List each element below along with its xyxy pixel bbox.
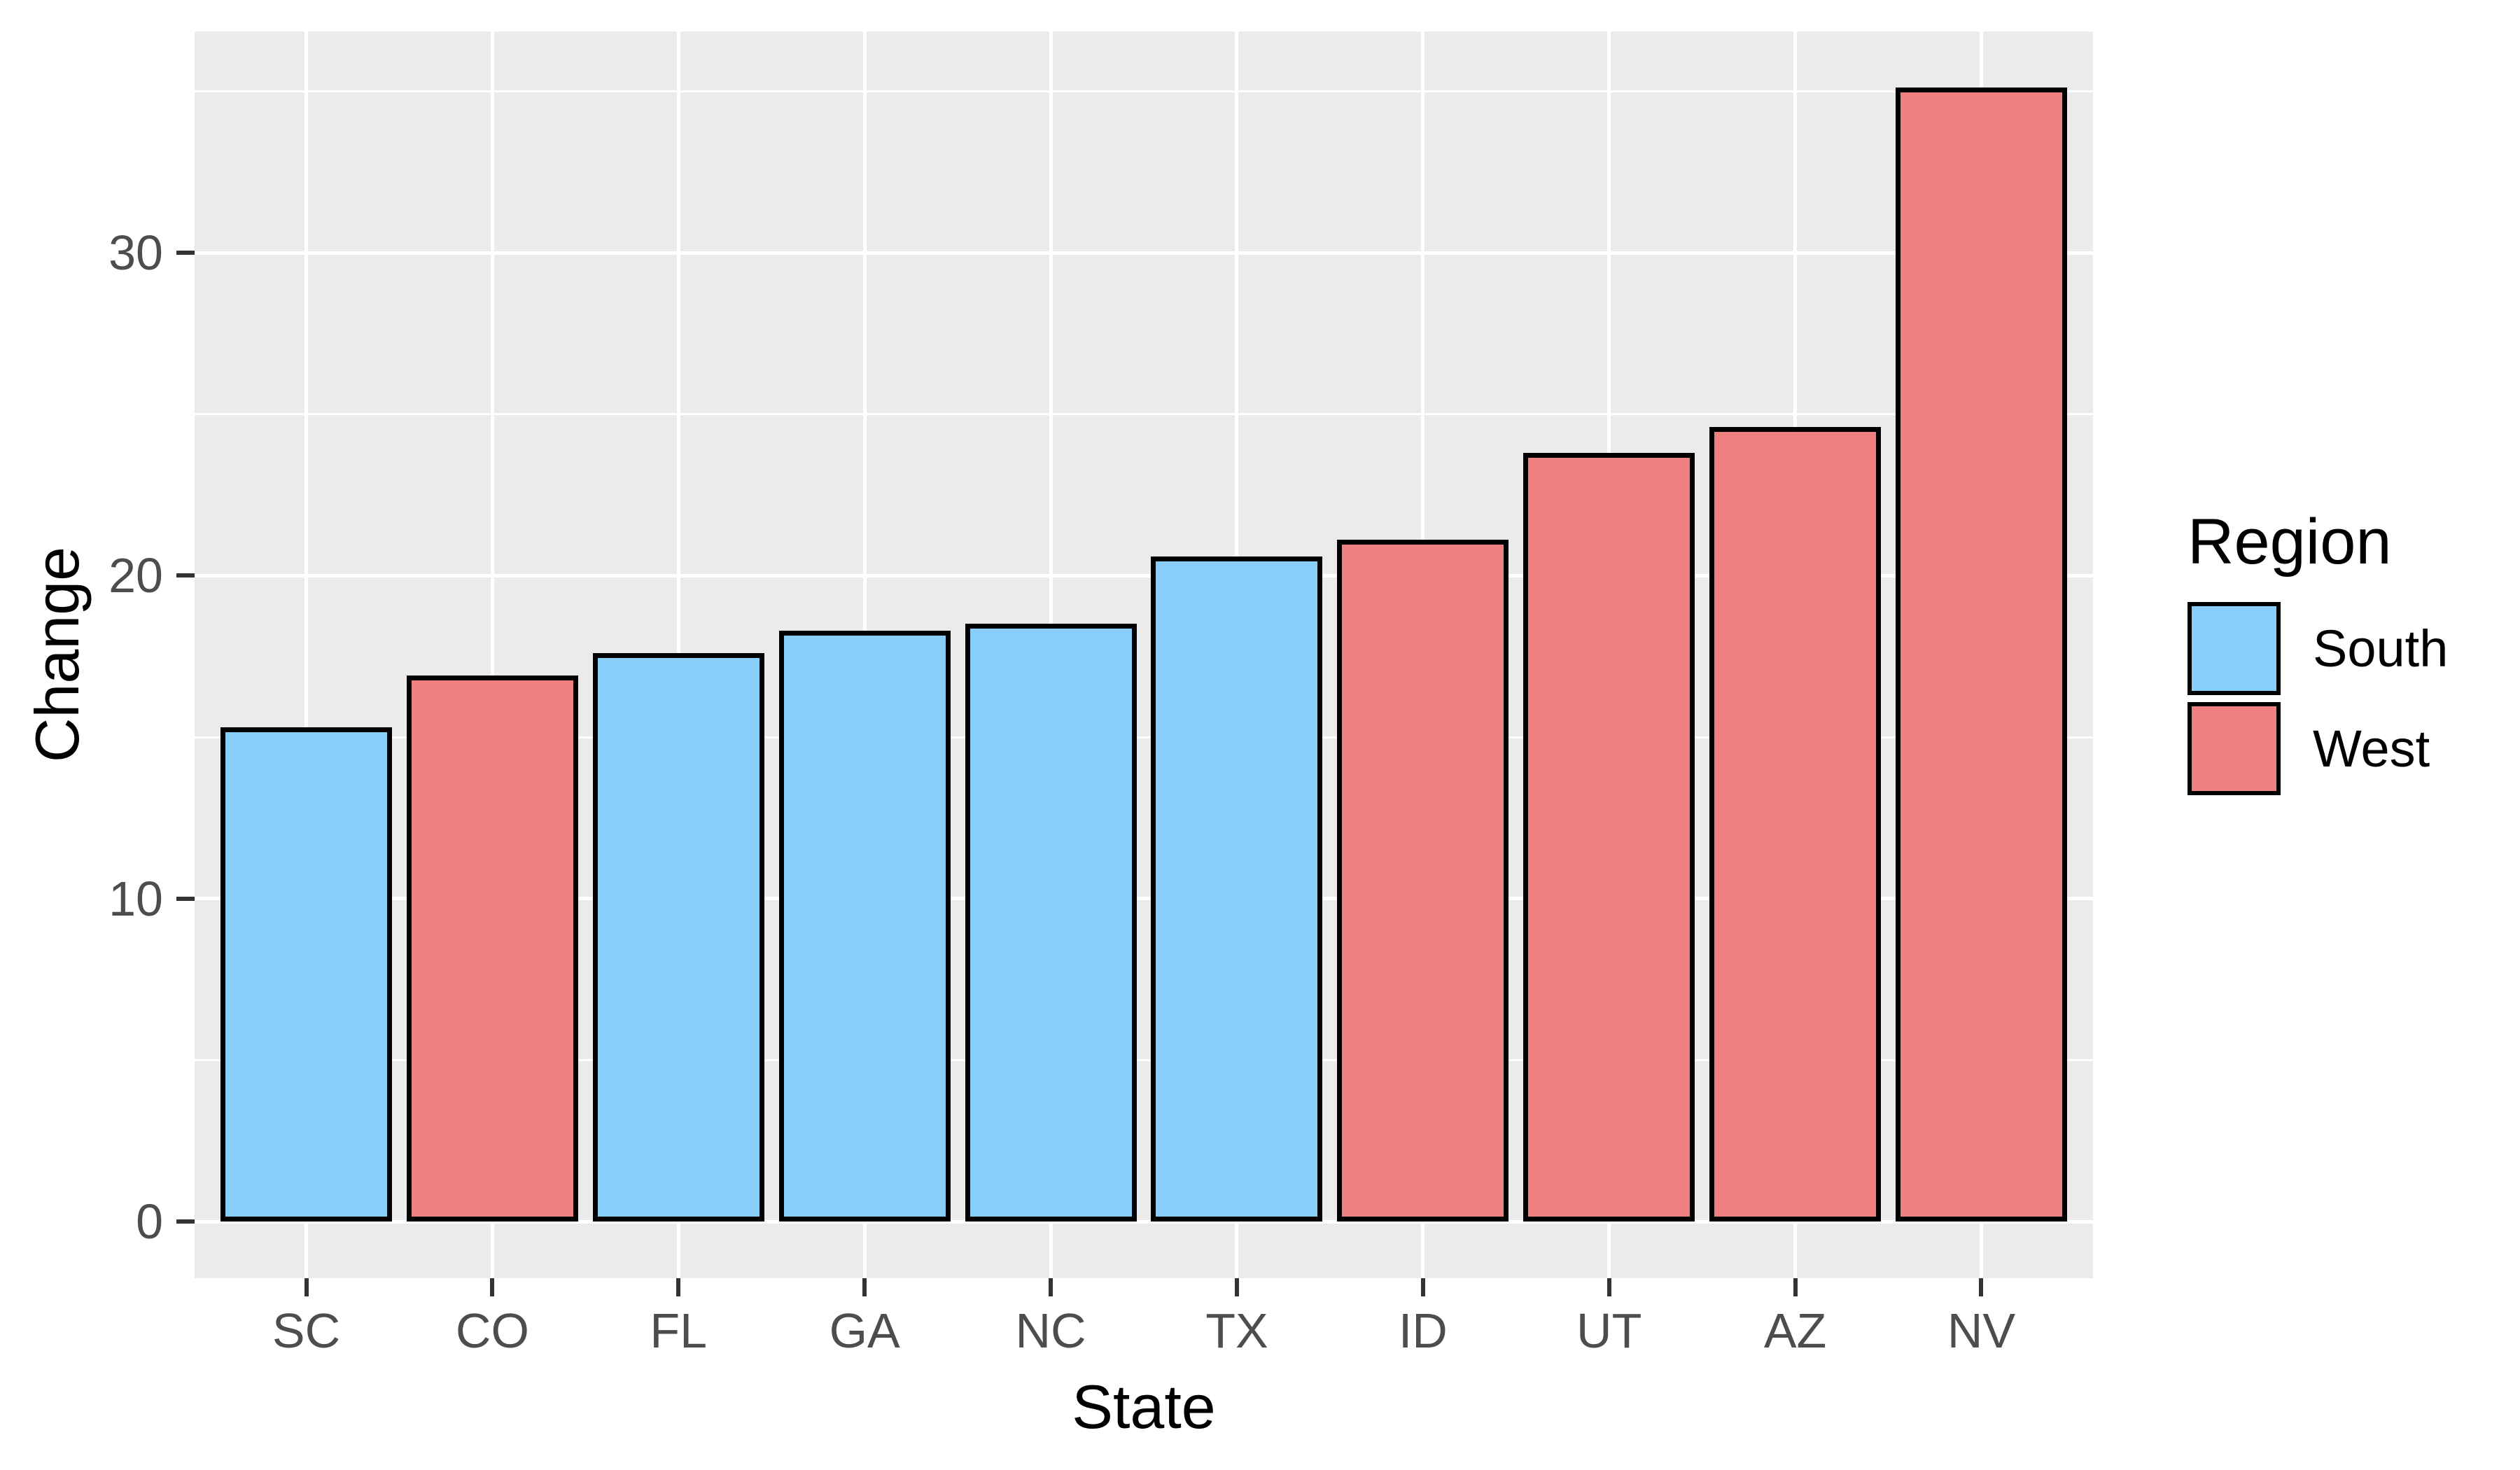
gridline-minor-y15 xyxy=(195,736,2093,738)
bar-GA xyxy=(779,631,951,1222)
x-tick-SC xyxy=(304,1278,309,1296)
x-tick-CO xyxy=(490,1278,495,1296)
bar-AZ xyxy=(1709,427,1881,1222)
x-tick-AZ xyxy=(1793,1278,1798,1296)
x-tick-label-NV: NV xyxy=(1947,1303,2016,1358)
legend-label-south: South xyxy=(2313,620,2449,678)
gridline-major-y10 xyxy=(195,897,2093,901)
x-tick-label-GA: GA xyxy=(829,1303,900,1358)
x-tick-UT xyxy=(1606,1278,1611,1296)
bar-FL xyxy=(593,653,764,1222)
bar-UT xyxy=(1523,453,1695,1222)
bar-ID xyxy=(1337,540,1508,1222)
y-tick-20 xyxy=(176,573,195,578)
x-tick-label-NC: NC xyxy=(1015,1303,1086,1358)
x-tick-GA xyxy=(862,1278,867,1296)
y-tick-10 xyxy=(176,896,195,901)
bar-NC xyxy=(965,624,1137,1222)
gridline-x-CO xyxy=(490,31,494,1278)
bar-CO xyxy=(407,676,578,1222)
legend-entry-south: South xyxy=(2188,602,2448,695)
legend-key-west-swatch xyxy=(2188,702,2281,795)
legend-title: Region xyxy=(2188,506,2392,578)
x-tick-label-AZ: AZ xyxy=(1763,1303,1827,1358)
y-tick-label-20: 20 xyxy=(108,548,163,603)
bar-NV xyxy=(1896,88,2067,1222)
x-tick-TX xyxy=(1234,1278,1239,1296)
gridline-minor-y25 xyxy=(195,413,2093,416)
x-tick-label-TX: TX xyxy=(1205,1303,1268,1358)
y-tick-0 xyxy=(176,1219,195,1224)
x-tick-FL xyxy=(676,1278,681,1296)
bar-SC xyxy=(220,727,392,1222)
x-tick-label-ID: ID xyxy=(1398,1303,1448,1358)
gridline-minor-y5 xyxy=(195,1059,2093,1062)
x-tick-label-UT: UT xyxy=(1576,1303,1642,1358)
x-tick-NC xyxy=(1049,1278,1054,1296)
gridline-minor-y35 xyxy=(195,90,2093,92)
legend-label-west: West xyxy=(2313,720,2430,778)
gridline-major-y20 xyxy=(195,573,2093,578)
y-tick-label-0: 0 xyxy=(136,1194,163,1250)
x-tick-label-FL: FL xyxy=(650,1303,708,1358)
gridline-major-y30 xyxy=(195,251,2093,255)
gridline-x-SC xyxy=(304,31,309,1278)
x-tick-ID xyxy=(1420,1278,1425,1296)
y-tick-label-30: 30 xyxy=(108,225,163,281)
gridline-major-y0 xyxy=(195,1219,2093,1224)
y-tick-30 xyxy=(176,251,195,255)
bar-TX xyxy=(1151,556,1322,1222)
legend: Region South West xyxy=(2188,510,2448,802)
legend-key-south-swatch xyxy=(2188,602,2281,695)
y-tick-label-10: 10 xyxy=(108,871,163,926)
x-tick-NV xyxy=(1979,1278,1984,1296)
legend-entry-west: West xyxy=(2188,702,2448,795)
x-tick-label-CO: CO xyxy=(455,1303,529,1358)
x-axis-title: State xyxy=(1072,1372,1216,1441)
x-tick-label-SC: SC xyxy=(272,1303,341,1358)
